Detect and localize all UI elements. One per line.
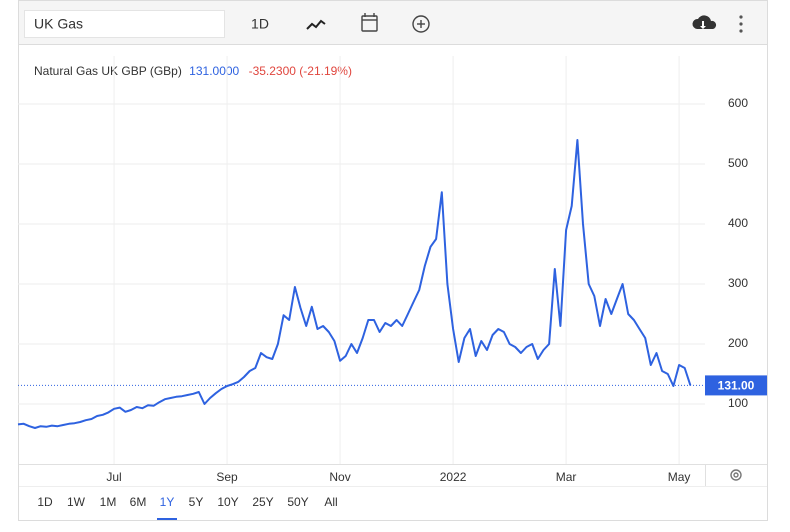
frame xyxy=(18,0,768,521)
calendar-icon[interactable] xyxy=(361,13,378,32)
range-button[interactable]: 1M xyxy=(100,495,117,509)
range-button[interactable]: 10Y xyxy=(217,495,238,509)
settings-icon[interactable] xyxy=(730,469,742,481)
x-tick-label: Nov xyxy=(329,470,350,484)
interval-button[interactable]: 1D xyxy=(251,16,269,32)
symbol[interactable]: UK Gas xyxy=(34,16,83,32)
add-indicator-icon[interactable] xyxy=(412,15,430,33)
x-tick-label: Mar xyxy=(556,470,577,484)
chart-type-icon[interactable] xyxy=(306,19,326,30)
last-price-tag xyxy=(705,375,767,396)
y-tick-label: 600 xyxy=(728,96,748,110)
range-button[interactable]: 5Y xyxy=(189,495,204,509)
last-price-label: 131.00 xyxy=(718,379,755,393)
download-icon[interactable] xyxy=(692,15,717,29)
y-tick-label: 300 xyxy=(728,276,748,290)
legend-name: Natural Gas UK GBP (GBp) xyxy=(34,64,182,78)
x-tick-label: Jul xyxy=(106,470,121,484)
y-tick-label: 500 xyxy=(728,156,748,170)
range-button[interactable]: 6M xyxy=(130,495,147,509)
grid xyxy=(18,56,705,464)
y-tick-label: 200 xyxy=(728,336,748,350)
x-tick-label: 2022 xyxy=(440,470,467,484)
x-tick-label: Sep xyxy=(216,470,238,484)
search-box[interactable] xyxy=(24,10,225,38)
price-line xyxy=(17,139,692,429)
range-button[interactable]: 25Y xyxy=(252,495,273,509)
legend-last: 131.0000 xyxy=(189,64,239,78)
range-button[interactable]: 50Y xyxy=(287,495,308,509)
y-tick-label: 100 xyxy=(728,396,748,410)
range-button[interactable]: 1D xyxy=(37,495,53,509)
range-button[interactable]: All xyxy=(324,495,337,509)
range-button[interactable]: 1W xyxy=(67,495,86,509)
legend-change: -35.2300 (-21.19%) xyxy=(249,64,352,78)
x-tick-label: May xyxy=(668,470,691,484)
range-button[interactable]: 1Y xyxy=(160,495,175,509)
menu-icon[interactable] xyxy=(739,15,743,33)
legend: Natural Gas UK GBP (GBp) 131.0000 -35.23… xyxy=(34,64,352,78)
y-tick-label: 400 xyxy=(728,216,748,230)
